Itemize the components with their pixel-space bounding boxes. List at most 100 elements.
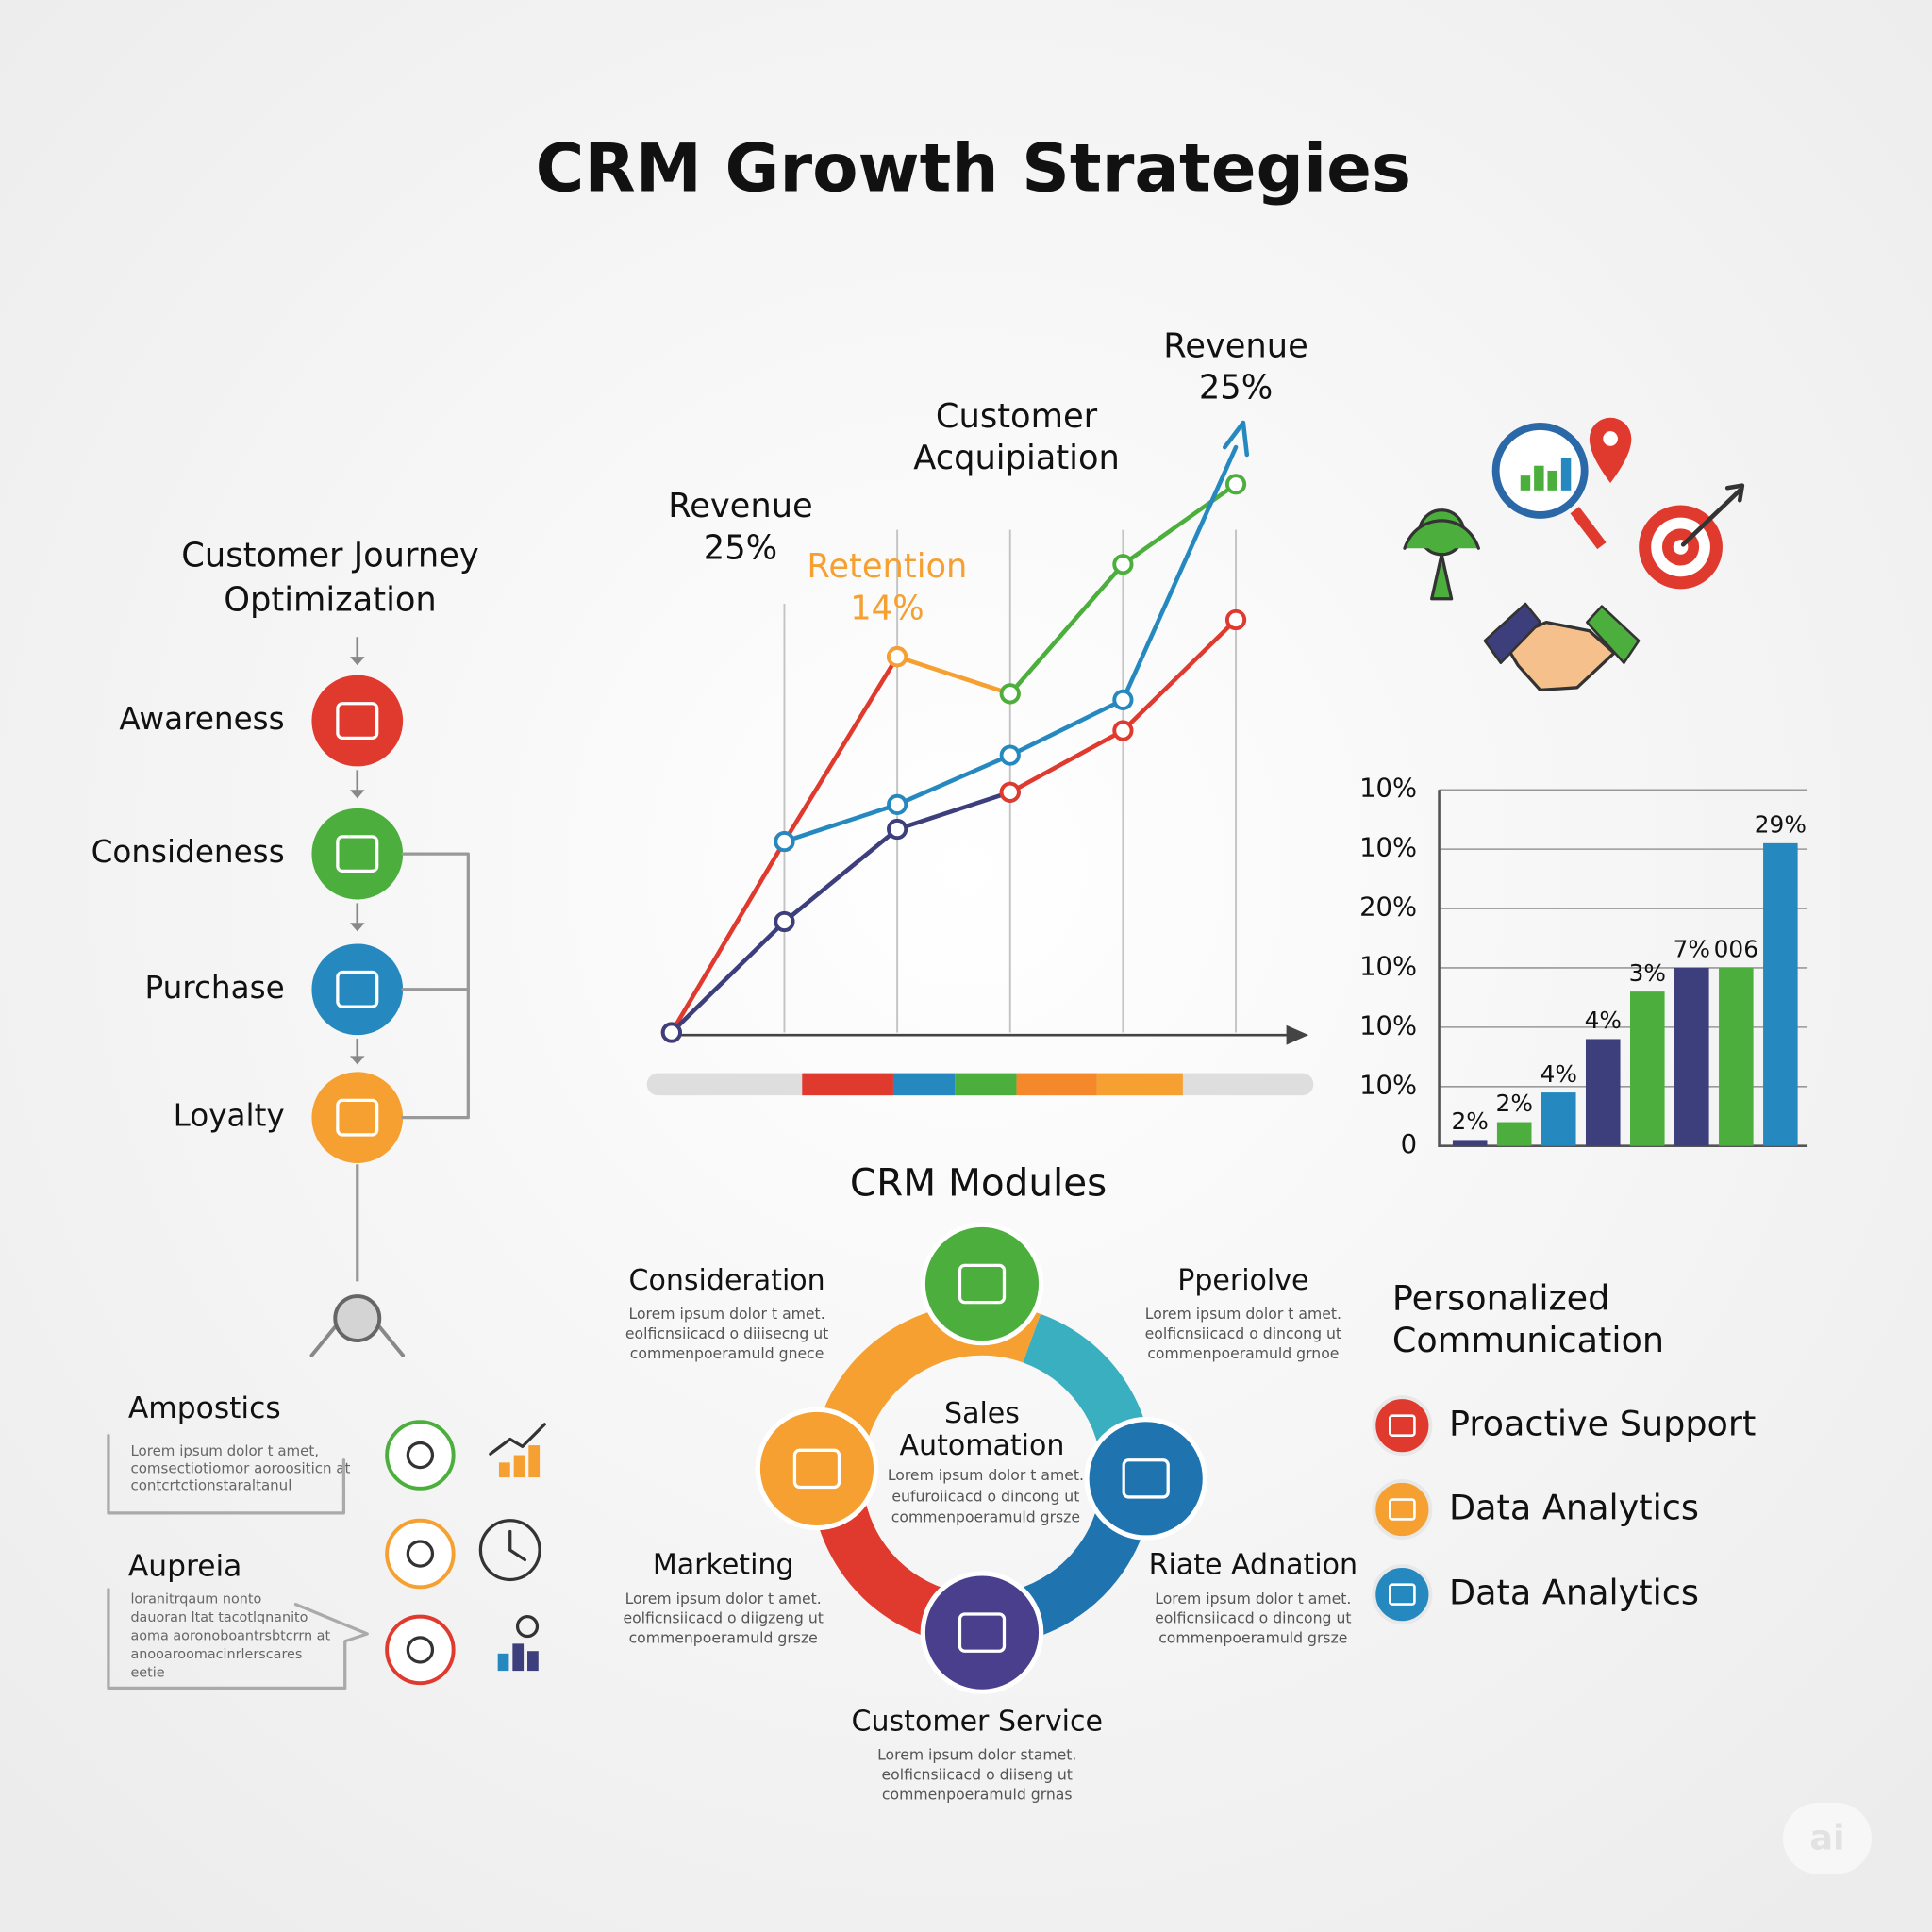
bar-value-label: 2% (1452, 1108, 1489, 1135)
progress-segment (802, 1073, 893, 1096)
y-tick-label: 20% (1359, 893, 1417, 923)
icon-magnifier-bar (1547, 470, 1557, 491)
data-point (999, 781, 1021, 803)
note-icon-clock (478, 1519, 541, 1582)
y-tick-label: 10% (1359, 1011, 1417, 1041)
note-icon-glyph (406, 1636, 435, 1664)
module-circle (755, 1407, 879, 1531)
note-icon-bar (513, 1455, 525, 1478)
note-text: Lorem ipsum dolor t amet, (130, 1442, 319, 1459)
note-text: dauoran ltat tacotlqnanito (130, 1610, 308, 1625)
icon-handshake-cuff (1483, 602, 1541, 664)
progress-segment (955, 1073, 1017, 1096)
bar (1541, 1092, 1576, 1146)
journey-arrowhead (349, 657, 365, 666)
note-icon-bar (527, 1651, 539, 1672)
modules-title: CRM Modules (850, 1159, 1107, 1205)
communication-icon (1372, 1478, 1433, 1540)
data-point (1112, 720, 1134, 741)
note-text: anooaroomacinrlerscares (130, 1647, 302, 1662)
note-icon-bar (497, 1653, 509, 1672)
module-center-title: Sales (944, 1397, 1020, 1430)
journey-arrowhead (349, 923, 365, 932)
journey-step-circle (311, 1072, 404, 1163)
journey-step-icon (336, 1098, 379, 1137)
data-point (774, 910, 795, 933)
communication-item: Proactive Support (1449, 1404, 1756, 1444)
bar (1719, 967, 1754, 1146)
communication-item: Data Analytics (1449, 1573, 1699, 1613)
module-center-text: commenpoeramuld grsze (891, 1508, 1080, 1526)
note-icon-trend (489, 1423, 546, 1456)
y-tick-label: 0 (1401, 1130, 1417, 1159)
module-center-text: Lorem ipsum dolor t amet. (888, 1466, 1084, 1484)
x-axis-arrow (1286, 1024, 1309, 1045)
chart-annotation: 25% (704, 529, 777, 568)
module-center-text: eufuroiicacd o dincong ut (891, 1487, 1079, 1505)
data-point (887, 646, 908, 668)
communication-icon-glyph (1389, 1498, 1416, 1521)
note-icon-gear (515, 1614, 540, 1639)
data-point (1112, 689, 1134, 710)
icon-handshake (1501, 620, 1616, 692)
journey-step-icon (336, 702, 379, 740)
data-point (887, 818, 908, 841)
communication-icon-glyph (1389, 1414, 1416, 1437)
journey-title: Customer Journey (181, 536, 478, 575)
communication-icon (1372, 1395, 1433, 1457)
module-text: eolficnsiicacd o dincong ut (1155, 1609, 1351, 1627)
y-tick-label: 10% (1359, 774, 1417, 804)
journey-arrowhead (349, 790, 365, 799)
icon-handshake-cuff (1585, 605, 1641, 664)
bar-value-label: 3% (1629, 959, 1666, 987)
note-text: comsectiotiomor aoroositicn at (130, 1459, 350, 1476)
series-arrowhead (1223, 420, 1250, 458)
module-text: commenpoeramuld gnece (630, 1344, 824, 1362)
bar-value-label: 29% (1755, 811, 1807, 839)
module-center-title: Automation (900, 1429, 1065, 1462)
journey-step-icon (336, 970, 379, 1008)
data-point (999, 683, 1021, 705)
data-point (887, 793, 908, 815)
module-icon (958, 1612, 1007, 1653)
note-icon (385, 1518, 456, 1590)
module-text: commenpoeramuld grnoe (1147, 1344, 1339, 1362)
module-text: Lorem ipsum dolor t amet. (625, 1590, 822, 1607)
y-tick-label: 10% (1359, 834, 1417, 863)
journey-step-circle (311, 675, 404, 767)
module-title: Riate Adnation (1149, 1549, 1357, 1582)
data-point (774, 830, 795, 853)
y-tick-label: 10% (1359, 1071, 1417, 1100)
data-point (999, 744, 1021, 766)
module-title: Consideration (629, 1264, 825, 1297)
module-text: Lorem ipsum dolor t amet. (1155, 1590, 1351, 1607)
chart-annotation: Revenue (1163, 326, 1308, 365)
icon-pin (1589, 417, 1632, 483)
note-icon-bar (528, 1445, 541, 1478)
series-line (894, 654, 1013, 696)
module-text: Lorem ipsum dolor stamet. (877, 1746, 1076, 1764)
journey-pin-head (333, 1294, 382, 1343)
module-text: commenpoeramuld grsze (1158, 1629, 1347, 1647)
bar (1763, 842, 1798, 1146)
bar-value-label: 006 (1714, 936, 1758, 963)
bar-value-label: 2% (1496, 1090, 1533, 1117)
data-point (1224, 474, 1247, 495)
bar (1496, 1122, 1532, 1146)
module-text: commenpoeramuld grnas (882, 1786, 1073, 1804)
y-tick-label: 10% (1359, 952, 1417, 981)
chart-annotation: Revenue (668, 487, 813, 525)
journey-bracket (401, 852, 470, 1120)
progress-segment (1016, 1073, 1097, 1096)
bar-value-label: 7% (1674, 936, 1710, 963)
watermark-badge (1782, 1802, 1872, 1874)
journey-step-label: Consideness (92, 834, 285, 870)
module-circle (920, 1222, 1044, 1346)
communication-icon-glyph (1389, 1583, 1416, 1606)
communication-icon (1372, 1564, 1433, 1625)
icon-magnifier-bar (1520, 475, 1531, 491)
chart-annotation: 14% (850, 590, 924, 628)
journey-step-label: Purchase (144, 970, 284, 1006)
module-circle (920, 1571, 1044, 1694)
